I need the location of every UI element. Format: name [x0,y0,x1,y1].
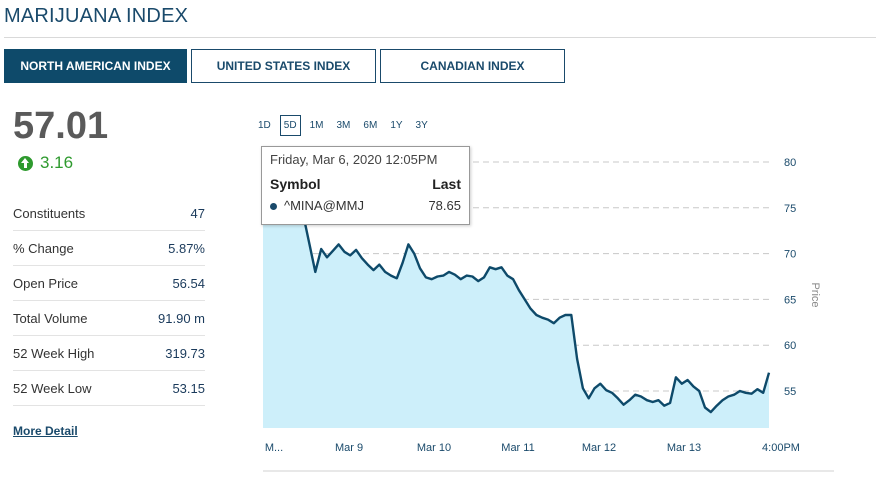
stat-label: Constituents [13,205,86,221]
range-3m[interactable]: 3M [336,120,351,131]
index-price: 57.01 [13,105,109,147]
stat-row-total-volume: Total Volume 91.90 m [13,301,205,336]
range-5d[interactable]: 5D [279,115,301,136]
price-chart[interactable]: M... Mar 9 Mar 10 Mar 11 Mar 12 Mar 13 4:00PM 8… [254,140,834,472]
stat-label: 52 Week High [13,345,95,361]
stat-value: 53.15 [172,380,205,396]
tab-canadian-index[interactable]: CANADIAN INDEX [380,49,565,83]
y-tick-label: 75 [784,203,796,215]
x-tick-label: Mar 11 [501,442,534,454]
tooltip-header: Symbol Last [270,176,461,192]
time-range-selector: 1D 5D 1M 3M 6M 1Y 3Y [254,115,437,136]
tooltip-symbol: ^MINA@MMJ [284,198,364,213]
x-tick-label: Mar 10 [417,442,451,454]
tooltip-row: ^MINA@MMJ 78.65 [270,198,461,213]
chart-tooltip: Friday, Mar 6, 2020 12:05PM Symbol Last … [261,146,470,225]
series-line [262,156,771,414]
x-tick-label: Mar 12 [582,442,616,454]
stat-value: 91.90 m [158,310,205,326]
y-tick-label: 60 [784,340,796,352]
more-detail-link[interactable]: More Detail [13,424,78,438]
stat-row-52-week-low: 52 Week Low 53.15 [13,371,205,406]
stat-value: 319.73 [165,345,205,361]
stat-row-52-week-high: 52 Week High 319.73 [13,336,205,371]
stat-row-constituents: Constituents 47 [13,196,205,231]
index-tabs: NORTH AMERICAN INDEX UNITED STATES INDEX… [4,49,569,83]
x-tick-label: Mar 9 [335,442,363,454]
y-tick-label: 80 [784,157,796,169]
stat-value: 56.54 [172,275,205,291]
stats-table: Constituents 47 % Change 5.87% Open Pric… [13,196,205,406]
price-change-value: 3.16 [40,153,74,172]
page-title: MARIJUANA INDEX [4,5,189,27]
tab-united-states-index[interactable]: UNITED STATES INDEX [191,49,376,83]
y-axis-label: Price [809,282,821,307]
range-3y[interactable]: 3Y [415,120,428,131]
stat-row-open-price: Open Price 56.54 [13,266,205,301]
stat-label: Open Price [13,275,79,291]
series-area [263,157,769,428]
tooltip-date: Friday, Mar 6, 2020 12:05PM [270,152,438,167]
y-tick-label: 70 [784,249,796,261]
tooltip-last: 78.65 [428,198,461,213]
range-1y[interactable]: 1Y [390,120,403,131]
stat-value: 47 [190,205,205,221]
range-1m[interactable]: 1M [309,120,324,131]
arrow-up-circle-icon [18,155,33,171]
price-change: 3.16 [18,153,73,173]
x-tick-label: M... [265,442,283,454]
x-tick-label: 4:00PM [762,442,800,454]
stat-label: % Change [13,240,74,256]
stat-row-percent-change: % Change 5.87% [13,231,205,266]
range-6m[interactable]: 6M [363,120,378,131]
tab-north-american-index[interactable]: NORTH AMERICAN INDEX [4,49,187,83]
range-1d[interactable]: 1D [258,120,271,131]
x-tick-label: Mar 13 [667,442,701,454]
tooltip-last-header: Last [432,176,461,192]
tooltip-symbol-header: Symbol [270,176,321,192]
stat-label: Total Volume [13,310,88,326]
stat-label: 52 Week Low [13,380,92,396]
series-dot-icon [270,203,277,211]
stat-value: 5.87% [168,240,205,256]
title-divider [4,37,876,38]
y-tick-label: 55 [784,386,796,398]
y-tick-label: 65 [784,294,796,306]
